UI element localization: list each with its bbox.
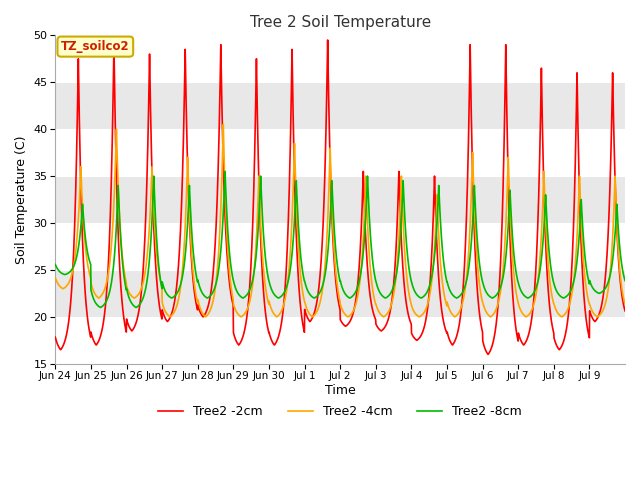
Tree2 -8cm <box>512 270 520 276</box>
Tree2 -2cm <box>108 140 116 145</box>
Tree2 -8cm <box>614 210 621 216</box>
Tree2 -4cm <box>220 121 227 127</box>
Tree2 -2cm <box>621 308 629 314</box>
X-axis label: Time: Time <box>324 384 356 397</box>
Tree2 -4cm <box>108 232 116 238</box>
Tree2 -8cm <box>375 288 383 293</box>
Text: TZ_soilco2: TZ_soilco2 <box>61 40 130 53</box>
Tree2 -2cm <box>545 288 552 294</box>
Tree2 -2cm <box>51 334 59 340</box>
Tree2 -4cm <box>614 230 621 236</box>
Tree2 -4cm <box>512 290 520 296</box>
Tree2 -2cm <box>484 351 492 357</box>
Tree2 -4cm <box>621 301 629 307</box>
Tree2 -4cm <box>545 263 552 268</box>
Bar <box>55 270 625 317</box>
Tree2 -8cm <box>51 262 59 267</box>
Y-axis label: Soil Temperature (C): Soil Temperature (C) <box>15 135 28 264</box>
Tree2 -2cm <box>324 37 332 43</box>
Title: Tree 2 Soil Temperature: Tree 2 Soil Temperature <box>250 15 431 30</box>
Tree2 -8cm <box>109 273 116 278</box>
Bar <box>55 176 625 223</box>
Tree2 -4cm <box>51 275 59 281</box>
Tree2 -8cm <box>221 168 229 174</box>
Tree2 -8cm <box>97 304 104 310</box>
Tree2 -2cm <box>512 327 520 333</box>
Line: Tree2 -4cm: Tree2 -4cm <box>55 124 625 317</box>
Tree2 -8cm <box>232 286 239 291</box>
Tree2 -4cm <box>166 314 173 320</box>
Tree2 -4cm <box>375 309 383 314</box>
Tree2 -4cm <box>232 307 239 313</box>
Tree2 -8cm <box>545 240 552 245</box>
Tree2 -8cm <box>621 277 629 283</box>
Bar <box>55 82 625 129</box>
Legend: Tree2 -2cm, Tree2 -4cm, Tree2 -8cm: Tree2 -2cm, Tree2 -4cm, Tree2 -8cm <box>153 400 527 423</box>
Tree2 -2cm <box>231 336 239 341</box>
Tree2 -2cm <box>614 236 621 241</box>
Line: Tree2 -2cm: Tree2 -2cm <box>55 40 625 354</box>
Tree2 -2cm <box>375 326 383 332</box>
Line: Tree2 -8cm: Tree2 -8cm <box>55 171 625 307</box>
